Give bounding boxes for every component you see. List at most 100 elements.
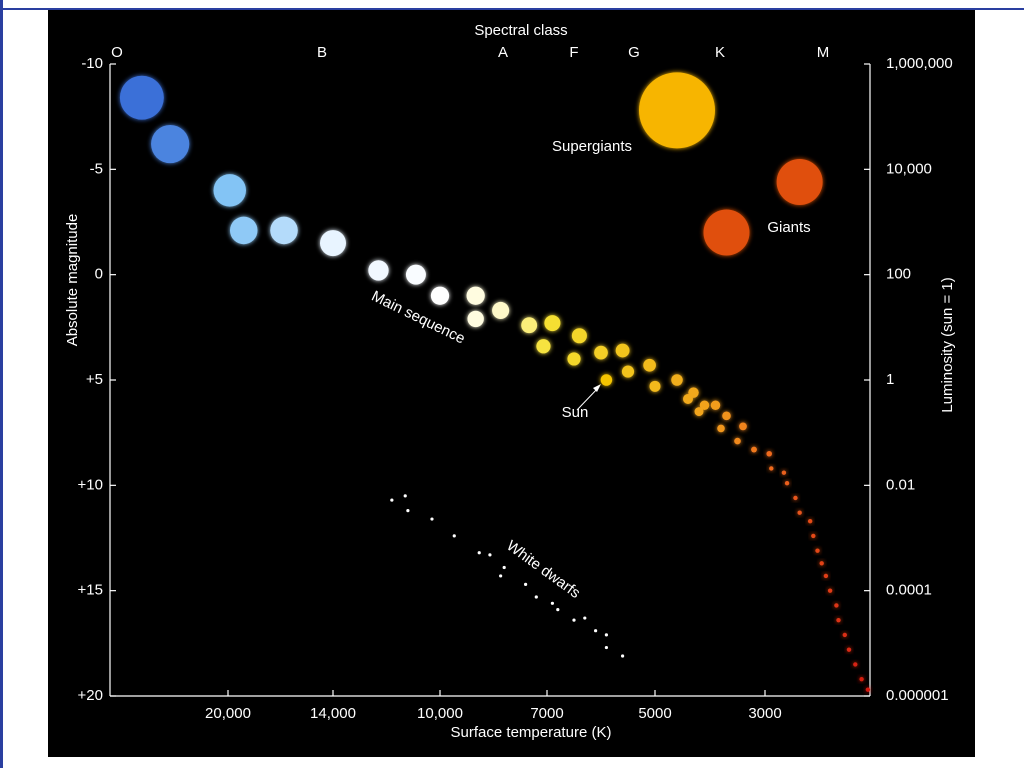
spectral-class-label: O [111, 44, 123, 61]
star [621, 365, 635, 378]
star [467, 310, 484, 328]
y-tick-label: -10 [81, 55, 103, 72]
star [797, 510, 802, 515]
star [834, 603, 839, 608]
star [594, 345, 608, 360]
star [430, 517, 434, 521]
star [119, 75, 164, 120]
star [604, 633, 609, 637]
star [827, 588, 833, 593]
y2-tick-label: 0.01 [886, 476, 915, 493]
star [368, 260, 389, 281]
star [699, 400, 710, 411]
star [643, 358, 656, 372]
star [846, 647, 852, 652]
top-border [0, 8, 1024, 10]
y-tick-label: +20 [78, 687, 103, 704]
star [151, 124, 190, 164]
y2-tick-label: 1,000,000 [886, 55, 953, 72]
star [717, 424, 725, 433]
star [649, 380, 661, 392]
star [671, 374, 683, 386]
star [213, 174, 246, 207]
star [229, 216, 258, 245]
spectral-class-label: B [317, 44, 327, 61]
star [823, 573, 829, 579]
spectral-class-label: M [817, 44, 830, 61]
star [694, 407, 704, 417]
star [524, 582, 528, 586]
x-tick-label: 10,000 [417, 705, 463, 722]
star [405, 264, 426, 285]
star [270, 216, 298, 245]
sun-arrowhead [593, 384, 601, 392]
star [572, 618, 576, 622]
star [583, 616, 587, 620]
star [615, 343, 630, 358]
star [403, 494, 407, 498]
star [390, 498, 394, 502]
spectral-class-label: K [715, 44, 725, 61]
spectral-class-label: A [498, 44, 508, 61]
star [477, 551, 481, 555]
star [751, 446, 757, 453]
star [853, 662, 858, 667]
star [734, 437, 741, 445]
star [842, 632, 847, 638]
star [320, 230, 346, 257]
star [739, 422, 747, 431]
x-tick-label: 20,000 [205, 705, 251, 722]
star [571, 328, 587, 344]
star [502, 565, 506, 570]
star [499, 574, 503, 578]
star [492, 301, 510, 320]
top-axis-title: Spectral class [474, 22, 567, 39]
spectral-class-label: G [628, 44, 640, 61]
star [466, 286, 485, 305]
x-tick-label: 14,000 [310, 705, 356, 722]
star [781, 470, 787, 475]
y-tick-label: -5 [90, 160, 103, 177]
star [766, 450, 772, 457]
star [534, 595, 538, 599]
star [688, 387, 699, 398]
star [600, 374, 613, 386]
sun-arrow [576, 386, 600, 411]
spectral-class-label: F [569, 44, 578, 61]
y2-axis-title: Luminosity (sun = 1) [939, 277, 956, 412]
x-tick-label: 3000 [748, 705, 781, 722]
panel [48, 10, 975, 757]
y-axis-title: Absolute magnitude [64, 214, 81, 347]
x-tick-label: 7000 [530, 705, 563, 722]
star [819, 561, 824, 566]
y-tick-label: +10 [78, 476, 103, 493]
y2-tick-label: 100 [886, 266, 911, 283]
y2-tick-label: 0.000001 [886, 687, 949, 704]
star [544, 315, 561, 332]
star [550, 601, 555, 605]
star [406, 509, 410, 513]
star [536, 339, 551, 354]
y-tick-label: +15 [78, 582, 103, 599]
star [556, 608, 560, 612]
star [488, 553, 492, 557]
star [567, 352, 581, 366]
star [604, 645, 609, 650]
star [793, 495, 798, 501]
group-label: Supergiants [552, 138, 632, 155]
star [776, 158, 823, 205]
group-label: Giants [767, 219, 810, 236]
star [621, 654, 625, 658]
star [769, 466, 774, 471]
star [703, 209, 750, 256]
y2-tick-label: 10,000 [886, 160, 932, 177]
star [521, 317, 538, 334]
y2-tick-label: 0.0001 [886, 582, 932, 599]
star [639, 72, 715, 149]
star [811, 533, 816, 539]
y-tick-label: 0 [95, 266, 103, 283]
star [836, 617, 841, 623]
star [722, 411, 731, 421]
star [452, 534, 456, 538]
